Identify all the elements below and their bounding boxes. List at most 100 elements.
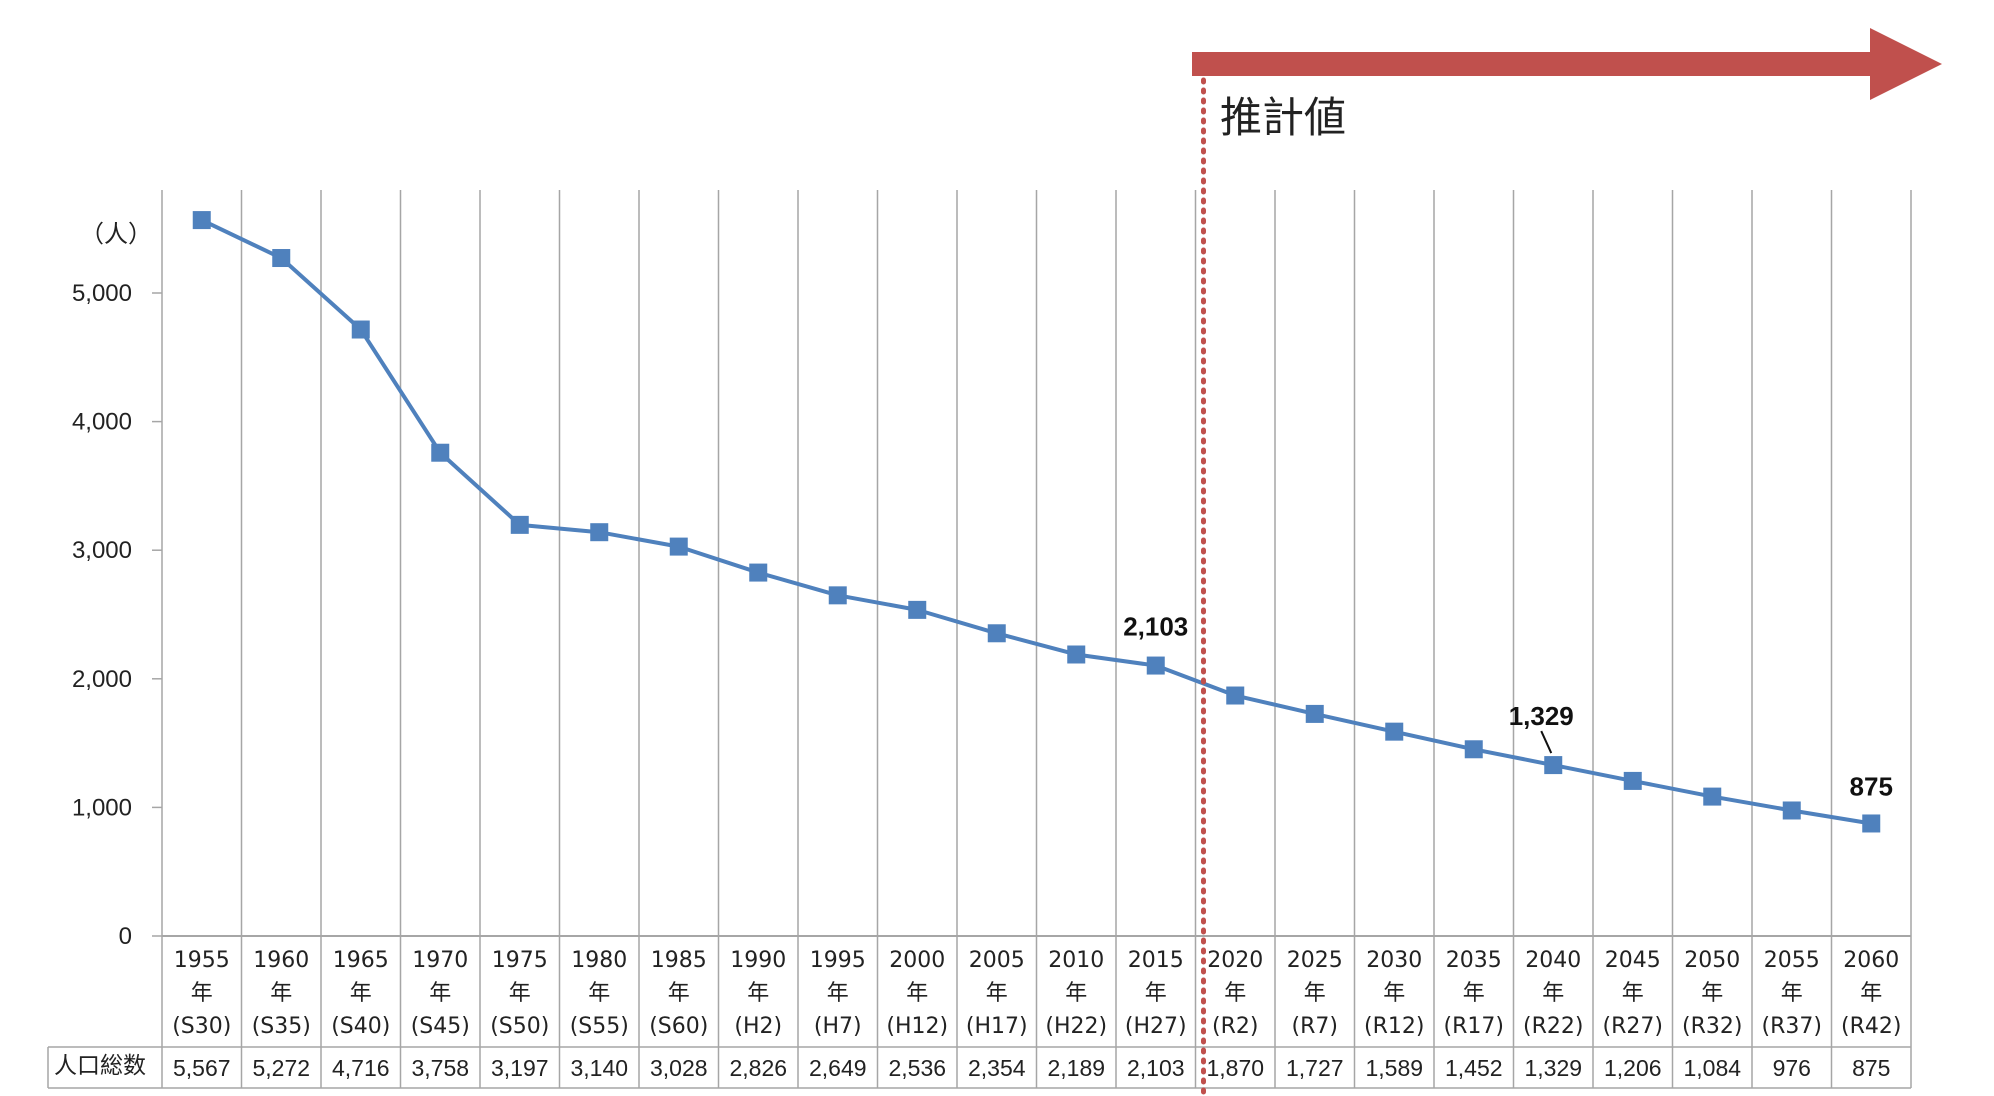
data-point-2020 <box>1226 686 1245 705</box>
category-year: 1995 <box>810 948 866 973</box>
y-tick-label: 4,000 <box>72 409 132 436</box>
category-era: (H27) <box>1125 1014 1187 1039</box>
category-year: 1955 <box>174 948 230 973</box>
category-era: (R7) <box>1292 1014 1338 1039</box>
data-point-2010 <box>1067 645 1086 664</box>
data-point-2015 <box>1146 656 1165 675</box>
data-point-2005 <box>987 624 1006 643</box>
series-population <box>192 211 1881 833</box>
category-year: 1970 <box>412 948 468 973</box>
projection-arrow-shaft <box>1192 52 1872 76</box>
data-point-1960 <box>272 249 291 268</box>
category-suffix: 年 <box>1145 981 1167 1006</box>
data-point-2035 <box>1464 740 1483 759</box>
category-year: 2030 <box>1366 948 1422 973</box>
table-cell-value: 2,189 <box>1047 1055 1105 1081</box>
table-cell-value: 2,103 <box>1127 1055 1185 1081</box>
projection-arrow-head <box>1870 28 1942 100</box>
data-point-1955 <box>192 211 211 230</box>
x-axis-categories: 1955 年 (S30) 1960 年 (S35) 1965 年 (S40) 1970 年 (S45)… <box>172 948 1901 1039</box>
category-era: (R17) <box>1444 1014 1504 1039</box>
table-cell-value: 3,028 <box>650 1055 708 1081</box>
category-year: 2055 <box>1764 948 1820 973</box>
y-tick-label: 5,000 <box>72 280 132 307</box>
annotation-2040: 1,329 <box>1509 701 1574 731</box>
category-suffix: 年 <box>1383 981 1405 1006</box>
data-point-1985 <box>669 537 688 556</box>
data-point-2000 <box>908 600 927 619</box>
category-year: 1975 <box>492 948 548 973</box>
y-tick-label: 1,000 <box>72 794 132 821</box>
category-era: (S55) <box>570 1014 629 1039</box>
annotation-2015: 2,103 <box>1123 612 1188 642</box>
category-year: 2000 <box>889 948 945 973</box>
series-line <box>200 218 1872 826</box>
category-year: 2060 <box>1843 948 1899 973</box>
table-cell-value: 1,589 <box>1365 1055 1423 1081</box>
category-suffix: 年 <box>270 981 292 1006</box>
table-cell-value: 976 <box>1773 1055 1811 1081</box>
category-year: 2005 <box>969 948 1025 973</box>
table-cell-value: 1,329 <box>1524 1055 1582 1081</box>
chart-grid <box>161 190 1912 1047</box>
category-year: 2015 <box>1128 948 1184 973</box>
table-cell-value: 2,354 <box>968 1055 1026 1081</box>
data-point-2025 <box>1305 704 1324 723</box>
table-cell-value: 5,272 <box>252 1055 310 1081</box>
category-suffix: 年 <box>986 981 1008 1006</box>
y-tick-label: 3,000 <box>72 537 132 564</box>
category-year: 1990 <box>730 948 786 973</box>
data-point-2055 <box>1782 801 1801 820</box>
data-annotations: 2,103 1,329 875 <box>1123 612 1893 802</box>
category-era: (H12) <box>886 1014 948 1039</box>
category-era: (S35) <box>252 1014 311 1039</box>
category-suffix: 年 <box>827 981 849 1006</box>
category-suffix: 年 <box>429 981 451 1006</box>
category-year: 1985 <box>651 948 707 973</box>
y-tick-label: 2,000 <box>72 666 132 693</box>
y-unit-label: （人） <box>80 221 152 248</box>
data-point-2050 <box>1703 787 1722 806</box>
y-tick-label: 0 <box>119 923 132 950</box>
category-suffix: 年 <box>1781 981 1803 1006</box>
category-suffix: 年 <box>350 981 372 1006</box>
category-suffix: 年 <box>1622 981 1644 1006</box>
category-suffix: 年 <box>588 981 610 1006</box>
data-point-1970 <box>431 443 450 462</box>
category-era: (R2) <box>1212 1014 1258 1039</box>
category-era: (R22) <box>1523 1014 1583 1039</box>
data-point-2030 <box>1385 722 1404 741</box>
category-era: (H17) <box>966 1014 1028 1039</box>
category-year: 1960 <box>253 948 309 973</box>
category-year: 2035 <box>1446 948 1502 973</box>
category-suffix: 年 <box>1701 981 1723 1006</box>
data-point-2060 <box>1862 814 1881 833</box>
category-year: 1965 <box>333 948 389 973</box>
category-era: (S30) <box>172 1014 231 1039</box>
table-cell-value: 1,206 <box>1604 1055 1662 1081</box>
table-row-label: 人口総数 <box>54 1052 146 1078</box>
category-year: 2040 <box>1525 948 1581 973</box>
category-suffix: 年 <box>747 981 769 1006</box>
category-year: 2010 <box>1048 948 1104 973</box>
category-suffix: 年 <box>1065 981 1087 1006</box>
data-point-1965 <box>351 320 370 339</box>
table-cell-value: 3,758 <box>411 1055 469 1081</box>
category-suffix: 年 <box>509 981 531 1006</box>
table-cell-value: 1,084 <box>1683 1055 1741 1081</box>
category-suffix: 年 <box>1463 981 1485 1006</box>
data-point-1995 <box>828 586 847 605</box>
category-era: (H22) <box>1045 1014 1107 1039</box>
category-year: 2025 <box>1287 948 1343 973</box>
data-point-1990 <box>749 563 768 582</box>
category-era: (R12) <box>1364 1014 1424 1039</box>
category-suffix: 年 <box>1304 981 1326 1006</box>
data-point-1980 <box>590 523 609 542</box>
table-cell-value: 875 <box>1852 1055 1890 1081</box>
table-cell-value: 5,567 <box>173 1055 231 1081</box>
table-cell-value: 1,870 <box>1206 1055 1264 1081</box>
category-era: (R27) <box>1603 1014 1663 1039</box>
category-year: 2020 <box>1207 948 1263 973</box>
table-cell-value: 1,452 <box>1445 1055 1503 1081</box>
